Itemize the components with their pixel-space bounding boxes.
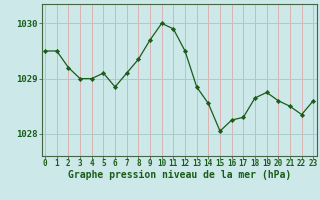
- X-axis label: Graphe pression niveau de la mer (hPa): Graphe pression niveau de la mer (hPa): [68, 170, 291, 180]
